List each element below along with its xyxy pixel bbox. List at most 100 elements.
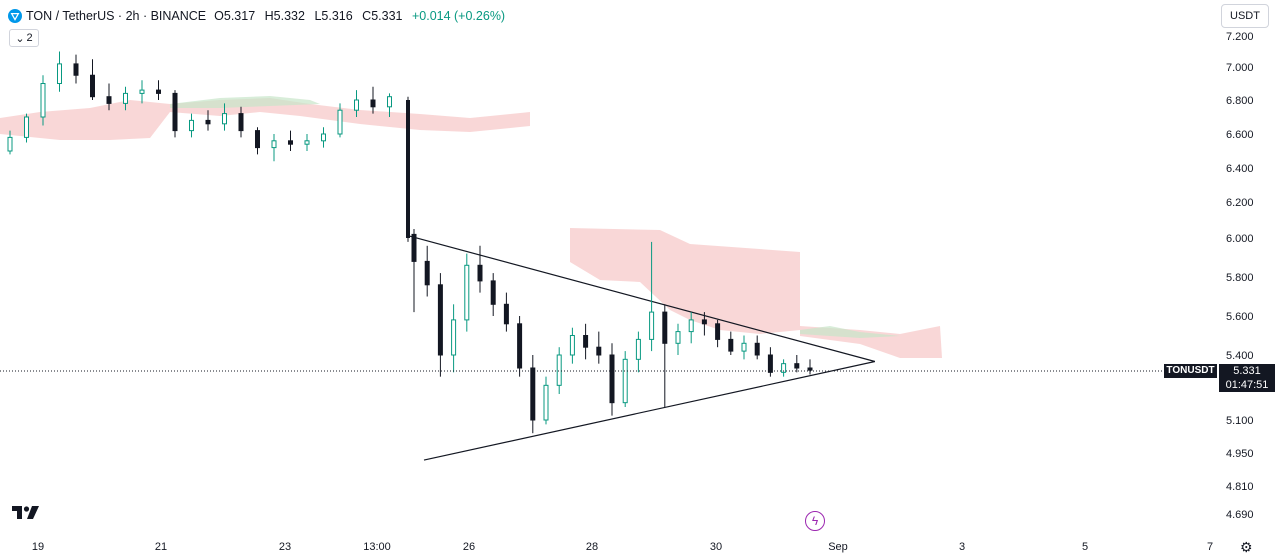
y-tick-label: 7.000 — [1226, 62, 1254, 74]
candle-body — [40, 83, 46, 118]
price-axis[interactable]: 7.200 7.000 6.800 6.600 6.400 6.200 6.000 5.800… — [1226, 31, 1254, 521]
candle — [701, 312, 707, 336]
cloud-bull-segment — [800, 326, 900, 338]
low-value: L5.316 — [314, 9, 353, 23]
candle — [622, 351, 628, 407]
y-tick-label: 4.690 — [1226, 509, 1254, 521]
candle-body — [406, 100, 410, 238]
symbol-price-label: TONUSDT — [1164, 364, 1217, 378]
y-tick-label: 6.000 — [1226, 233, 1254, 245]
candle-body — [451, 319, 457, 356]
candle-body — [304, 140, 310, 145]
x-tick-label: 21 — [155, 541, 167, 553]
x-tick-label: 30 — [710, 541, 722, 553]
time-axis[interactable]: 19 21 23 13:00 26 28 30 Sep 3 5 7 — [32, 541, 1213, 553]
open-value: O5.317 — [214, 9, 256, 23]
candle-body — [583, 335, 589, 348]
ohlc-values: O5.317 H5.332 L5.316 C5.331 +0.014 (+0.2… — [214, 9, 511, 23]
x-tick-label: Sep — [828, 541, 848, 553]
y-tick-label: 4.810 — [1226, 481, 1254, 493]
candlesticks — [7, 51, 813, 434]
current-price-label: 5.331 01:47:51 — [1219, 364, 1275, 392]
close-value: C5.331 — [362, 9, 403, 23]
candle-body — [675, 331, 681, 344]
candle — [583, 323, 589, 360]
candle — [556, 347, 562, 394]
candle — [304, 134, 310, 151]
candle — [781, 359, 787, 377]
tradingview-logo-icon[interactable] — [10, 503, 42, 523]
candle-body — [90, 74, 95, 98]
x-tick-label: 26 — [463, 541, 475, 553]
change-value: +0.014 (+0.26%) — [411, 9, 506, 23]
candle-body — [387, 96, 392, 108]
candle-body — [543, 384, 549, 421]
candle-body — [781, 363, 787, 373]
lightning-icon[interactable]: ϟ — [805, 511, 825, 531]
candle — [57, 51, 62, 92]
candle — [530, 355, 536, 434]
triangle-pattern — [409, 235, 876, 461]
candle — [464, 253, 470, 332]
candle-body — [411, 233, 417, 262]
candle-body — [288, 140, 293, 145]
y-tick-label: 6.600 — [1226, 129, 1254, 141]
candle — [90, 59, 95, 100]
candle-body — [354, 99, 359, 111]
candle-body — [688, 319, 694, 333]
symbol-name[interactable]: TON / TetherUS · 2h · BINANCE — [26, 9, 207, 23]
candle-body — [715, 323, 721, 340]
y-tick-label: 5.400 — [1226, 350, 1254, 362]
y-tick-label: 5.600 — [1226, 311, 1254, 323]
currency-button[interactable]: USDT — [1221, 4, 1269, 28]
candle-body — [337, 109, 343, 135]
ton-logo-icon — [8, 9, 22, 23]
candle — [543, 376, 549, 425]
candle-body — [490, 280, 496, 305]
candle — [767, 347, 773, 377]
candle — [7, 130, 13, 155]
candle-body — [156, 89, 161, 94]
candle-body — [741, 342, 747, 352]
candle — [754, 335, 760, 360]
candle — [189, 113, 194, 138]
candle-body — [437, 284, 443, 356]
candle-body — [271, 140, 277, 149]
candle — [635, 331, 641, 373]
candle — [807, 359, 813, 375]
indicators-toggle-button[interactable]: ⌄ 2 — [9, 29, 39, 47]
candle-body — [57, 63, 62, 85]
y-tick-label: 5.100 — [1226, 415, 1254, 427]
candle-body — [530, 367, 536, 421]
candle-body — [255, 130, 260, 149]
candle — [741, 335, 747, 360]
indicator-count: 2 — [26, 32, 33, 44]
candle-body — [238, 113, 244, 132]
candle — [73, 54, 79, 84]
candle-body — [649, 311, 655, 340]
candle-body — [189, 119, 194, 132]
candle-body — [728, 338, 734, 352]
cloud-bear-segment — [0, 98, 530, 140]
x-tick-label: 3 — [959, 541, 965, 553]
candle — [156, 80, 161, 100]
candle — [675, 323, 681, 355]
gear-icon[interactable]: ⚙ — [1240, 539, 1253, 555]
candle-body — [609, 354, 615, 404]
candle-body — [172, 92, 178, 132]
candle-body — [24, 116, 29, 138]
candle-body — [517, 323, 523, 369]
candle-body — [635, 338, 641, 360]
candle — [406, 96, 410, 242]
candle — [271, 134, 277, 162]
candle — [569, 327, 575, 364]
candle — [106, 83, 112, 111]
candle — [794, 355, 800, 373]
x-tick-label: 28 — [586, 541, 598, 553]
candle — [490, 273, 496, 316]
candle — [662, 304, 668, 407]
candle — [288, 130, 293, 151]
candle — [255, 127, 260, 155]
candle-body — [370, 99, 376, 108]
